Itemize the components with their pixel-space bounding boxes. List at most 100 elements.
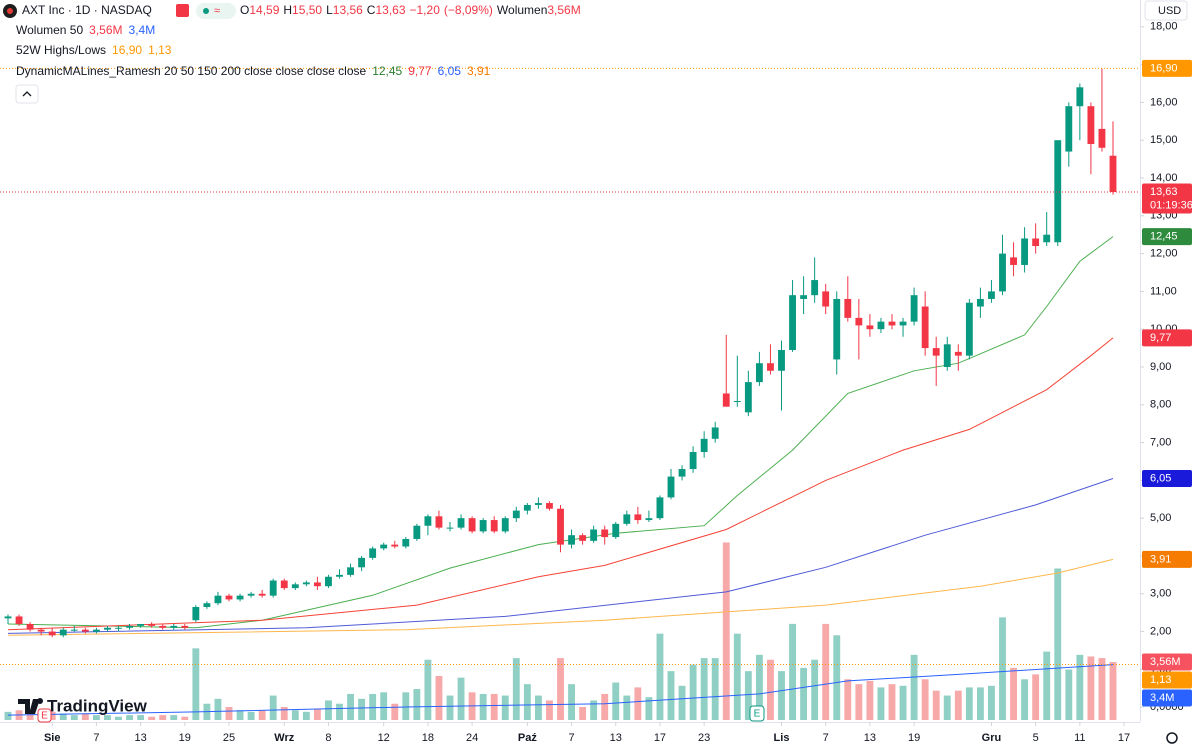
- volume-bar: [689, 664, 697, 720]
- volume-bar: [269, 695, 277, 720]
- symbol-title: AXT Inc · 1D · NASDAQ: [22, 3, 152, 17]
- x-tick-label: Wrz: [274, 732, 294, 744]
- price-badge: [1142, 59, 1192, 77]
- volume-bar: [1010, 667, 1017, 720]
- candle-body: [512, 510, 520, 519]
- candle-body: [590, 529, 598, 541]
- candle-body: [269, 580, 277, 596]
- volume-bar: [446, 695, 454, 720]
- candle-body: [192, 606, 200, 621]
- candle-body: [910, 295, 918, 322]
- volume-bar: [623, 695, 631, 720]
- price-badge-label: 16,90: [1150, 62, 1178, 74]
- candle-body: [104, 627, 111, 630]
- candle-body: [446, 527, 454, 529]
- price-badge-countdown: 01:19:36: [1150, 199, 1193, 211]
- ohlc-values: O14,59 H15,50 L13,56 C13,63 −1,20 (−8,09%) Wol…: [240, 3, 581, 17]
- volume-bar: [877, 687, 885, 720]
- candle-body: [181, 625, 189, 628]
- change: −1,20: [410, 3, 441, 17]
- volume-bar: [48, 711, 56, 720]
- candle-body: [557, 508, 564, 545]
- x-tick-label: 7: [823, 732, 829, 744]
- volume-bar: [170, 715, 178, 720]
- x-tick-label: 18: [422, 732, 434, 744]
- candle-body: [744, 382, 752, 413]
- earnings-marker[interactable]: [37, 708, 52, 723]
- volume-bar: [192, 648, 200, 720]
- settings-button[interactable]: [1166, 732, 1178, 744]
- candle-body: [313, 582, 321, 587]
- x-tick-label: 7: [568, 732, 574, 744]
- currency: USD: [1158, 5, 1181, 17]
- ohlc-prefix: L: [326, 3, 333, 17]
- candle-body: [689, 452, 697, 470]
- candle-body: [722, 393, 730, 407]
- price-badge-label: 12,45: [1150, 231, 1178, 243]
- volume-bar: [181, 716, 189, 720]
- ma-line: [7, 236, 1114, 629]
- indicator-value: 16,90: [112, 43, 142, 57]
- candle-body: [70, 629, 78, 631]
- legend: AXT Inc · 1D · NASDAQ O14,59 H15,50 L13,56 C…: [3, 3, 581, 104]
- x-tick-label: 17: [1118, 732, 1130, 744]
- volume-bar: [932, 690, 940, 720]
- candle-body: [988, 291, 995, 299]
- volume-bar: [921, 679, 929, 720]
- candle-body: [1054, 140, 1062, 243]
- price-badge: [1142, 469, 1192, 487]
- candle-body: [15, 616, 23, 624]
- x-tick-label: Gru: [982, 732, 1002, 744]
- x-tick-label: 12: [378, 732, 390, 744]
- volume-bar: [590, 700, 598, 720]
- volume-bar: [26, 711, 34, 720]
- volume-bar: [1043, 651, 1051, 720]
- y-tick-label: 16,00: [1150, 96, 1178, 108]
- candle-body: [214, 595, 222, 604]
- collapse-button[interactable]: [15, 84, 39, 104]
- x-tick-label: Lis: [774, 732, 790, 744]
- candle-body: [778, 349, 785, 371]
- candle-body: [888, 321, 896, 326]
- x-tick-label: 7: [93, 732, 99, 744]
- volume-bar: [733, 633, 741, 720]
- volume-bar: [833, 635, 841, 720]
- collapse-icon: [22, 91, 32, 97]
- alert-button[interactable]: [176, 4, 189, 17]
- volume-bar: [534, 695, 542, 720]
- pill-dot: [203, 8, 209, 14]
- candle-body: [225, 595, 233, 600]
- branding-dot: [37, 698, 43, 704]
- volume-bar: [402, 692, 410, 720]
- volume-bar: [722, 542, 730, 720]
- volume-bar: [999, 617, 1006, 720]
- volume-bar: [302, 711, 310, 720]
- indicator-legend: 52W Highs/Lows 16,90 1,13: [16, 43, 172, 57]
- ohlc-prefix: C: [367, 3, 376, 17]
- time-axis: Sie 7 13 19 25 Wrz 8 12 18 24 Paź 7 13 17 23 Lis 7 13 19 Gr…: [44, 722, 1130, 744]
- volume-bar: [369, 693, 377, 720]
- volume-bar: [767, 659, 774, 720]
- volume-bar: [479, 693, 487, 720]
- candle-body: [126, 625, 133, 628]
- volume-bar: [612, 682, 620, 720]
- earnings-marker[interactable]: [749, 705, 765, 722]
- volume-bar: [347, 693, 354, 720]
- volume-bar: [579, 706, 587, 720]
- volume-bar: [126, 715, 133, 720]
- volume-bar: [81, 713, 89, 720]
- volume-bar: [844, 679, 852, 720]
- candle-body: [468, 518, 476, 532]
- volume-bar: [678, 685, 686, 720]
- volume-bar: [789, 623, 796, 720]
- flag-pill[interactable]: [196, 3, 236, 19]
- currency-button[interactable]: [1144, 0, 1188, 21]
- candle-body: [59, 629, 67, 636]
- candle-body: [656, 497, 664, 519]
- volume-bar: [1098, 658, 1106, 720]
- volume-bar: [976, 687, 984, 720]
- volume-bar: [490, 693, 498, 720]
- price-badge: [1142, 329, 1192, 347]
- volume-bar: [413, 689, 421, 720]
- volume-bar: [280, 706, 288, 720]
